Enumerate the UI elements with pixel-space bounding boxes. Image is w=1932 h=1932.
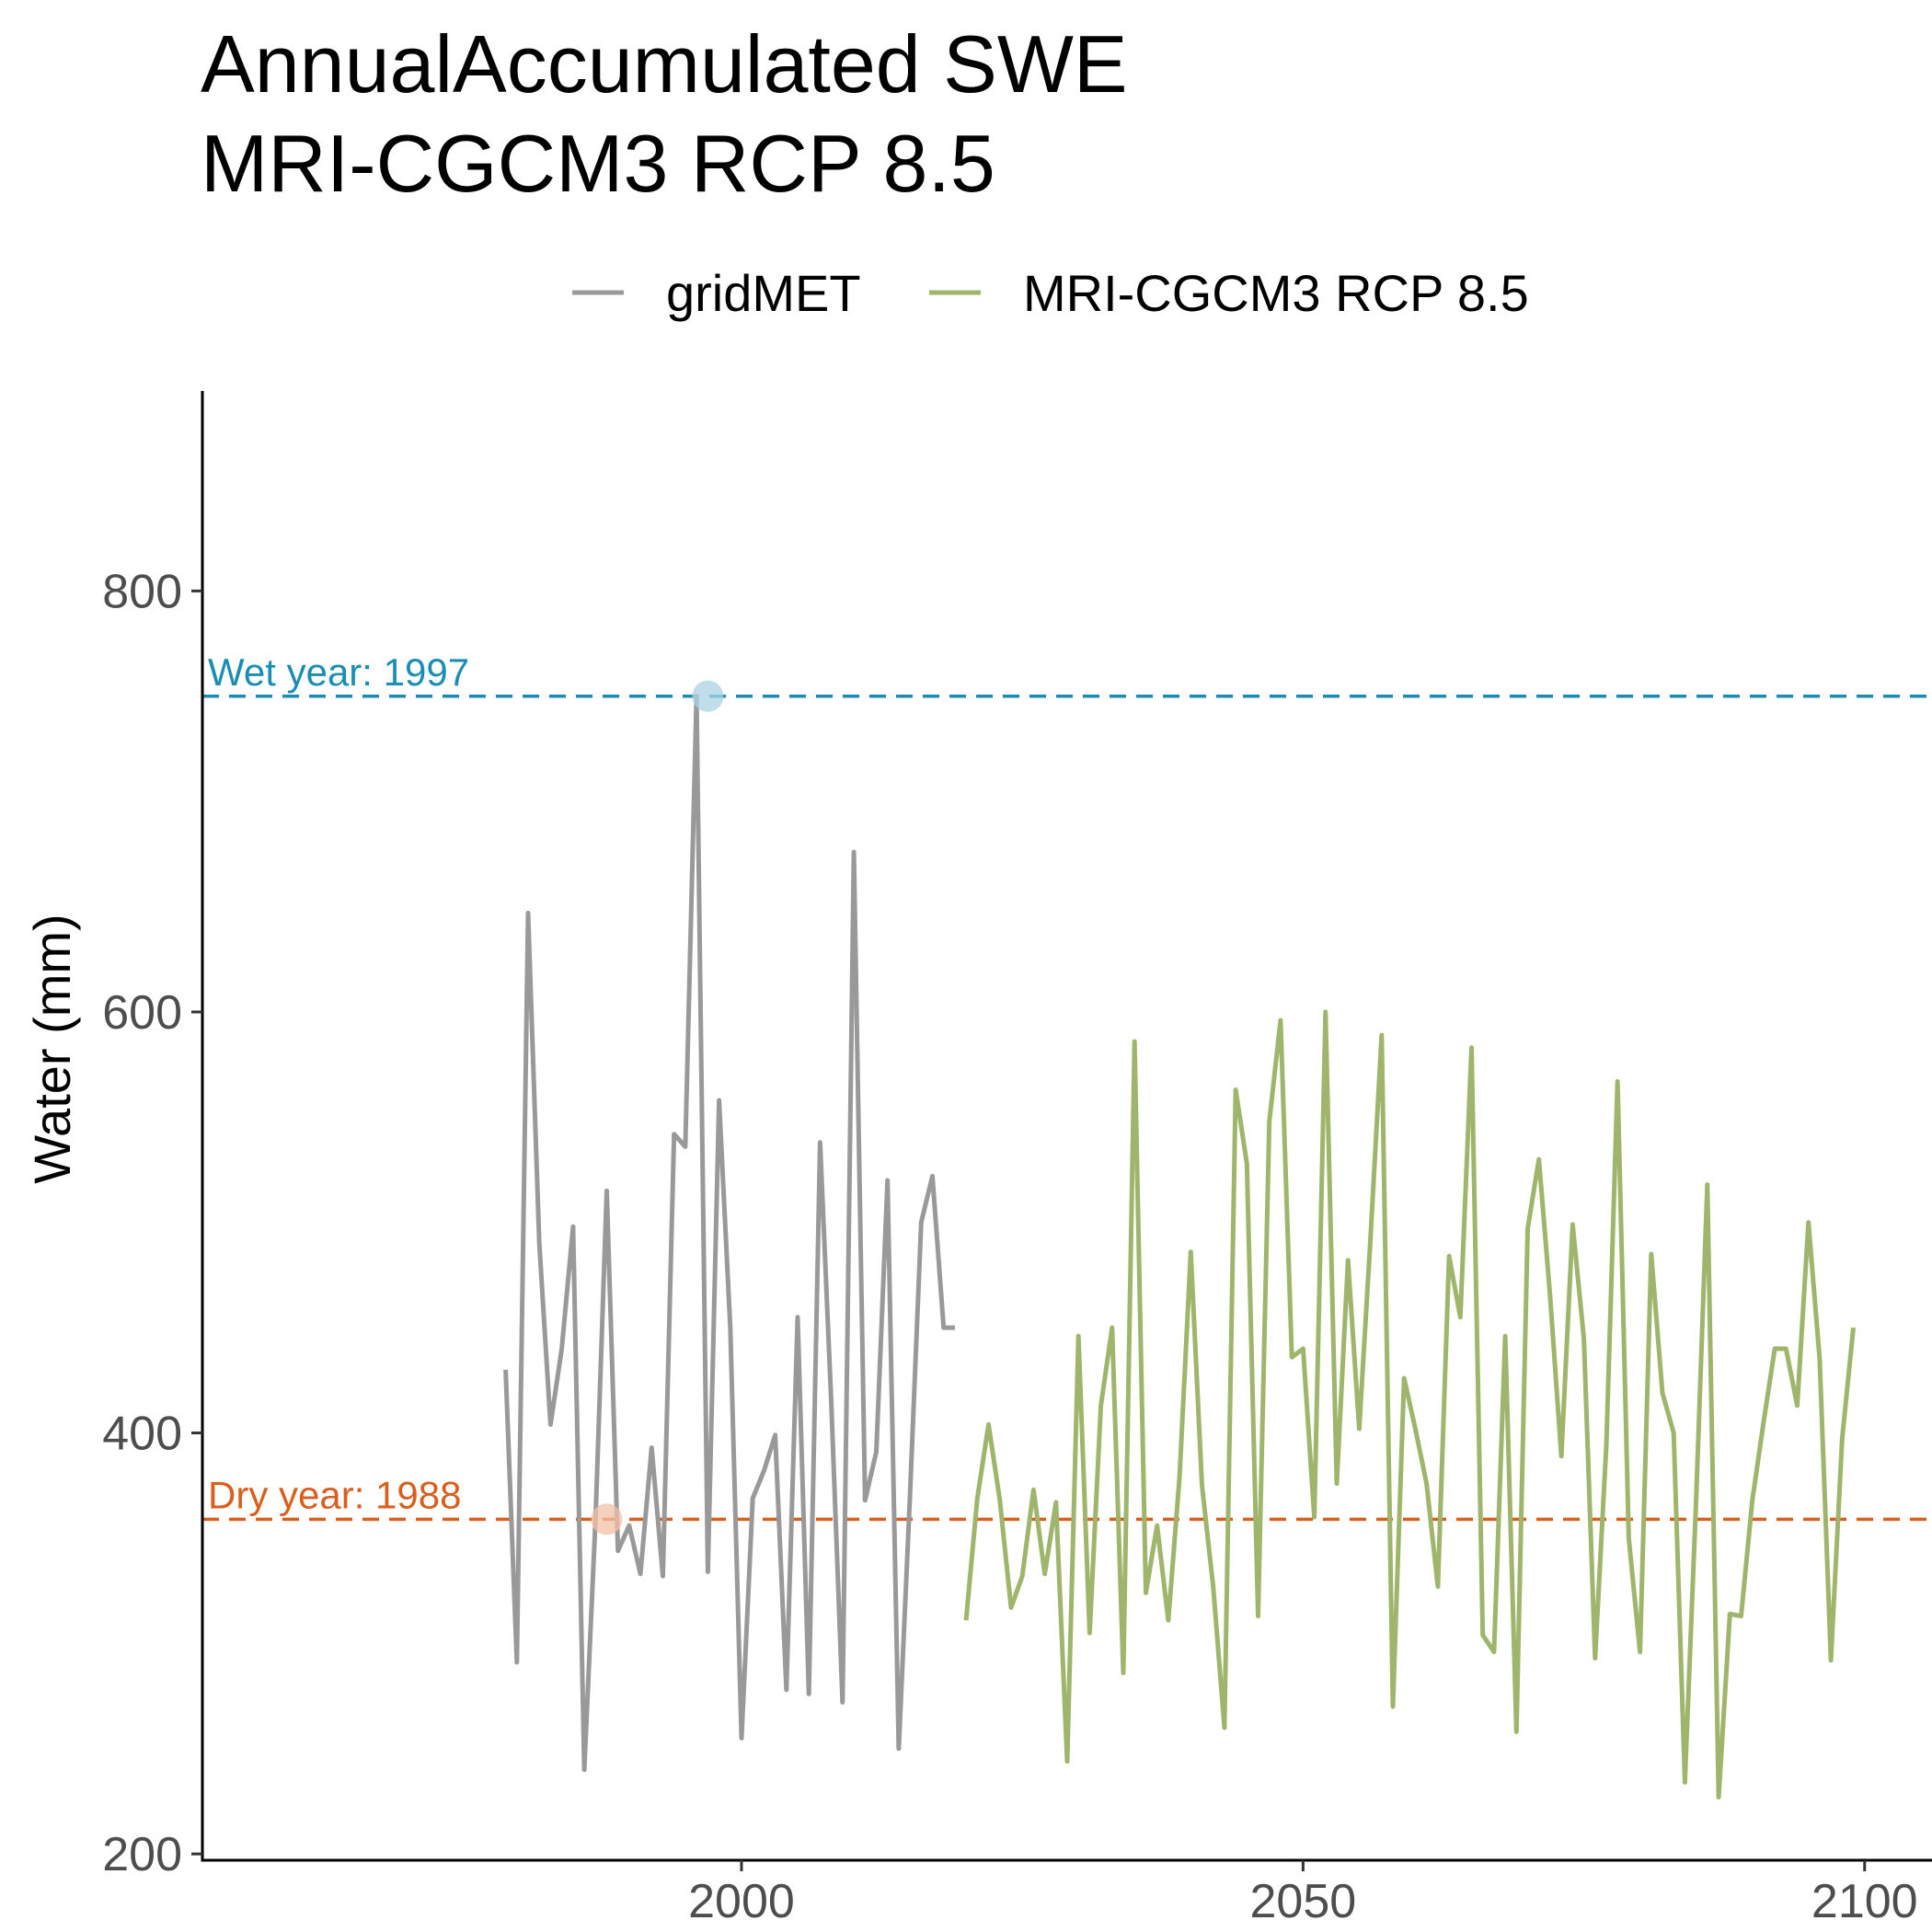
reference-label-dry-year-1988: Dry year: 1988	[208, 1473, 461, 1516]
legend-label-gridmet: gridMET	[666, 264, 861, 322]
legend: gridMET MRI-CGCM3 RCP 8.5	[572, 264, 1529, 322]
y-tick-label: 200	[102, 1828, 182, 1881]
highlight-point-wet-year-1997	[692, 680, 724, 712]
reference-label-wet-year-1997: Wet year: 1997	[208, 650, 469, 694]
chart-title-line-1: AnnualAccumulated SWE	[201, 18, 1128, 109]
y-tick-label: 600	[102, 986, 182, 1040]
axes: 200 400 600 800 2000 2050 2100	[102, 391, 1932, 1928]
y-tick-label: 800	[102, 565, 182, 618]
chart-title-line-2: MRI-CGCM3 RCP 8.5	[201, 118, 995, 209]
highlight-point-dry-year-1988	[591, 1503, 623, 1535]
chart-title: AnnualAccumulated SWE MRI-CGCM3 RCP 8.5	[201, 18, 1128, 209]
x-tick-label: 2050	[1250, 1875, 1357, 1928]
legend-label-mri-cgcm3: MRI-CGCM3 RCP 8.5	[1023, 264, 1529, 322]
y-tick-label: 400	[102, 1408, 182, 1461]
x-tick-label: 2000	[688, 1875, 795, 1928]
series-line-mri-cgcm3-rcp-8-5	[963, 1009, 1856, 1800]
plot-area: Wet year: 1997 Dry year: 1988	[202, 650, 1932, 1800]
y-axis-title: Water (mm)	[23, 914, 81, 1183]
x-tick-label: 2100	[1811, 1875, 1918, 1928]
series-line-gridmet	[503, 694, 955, 1773]
